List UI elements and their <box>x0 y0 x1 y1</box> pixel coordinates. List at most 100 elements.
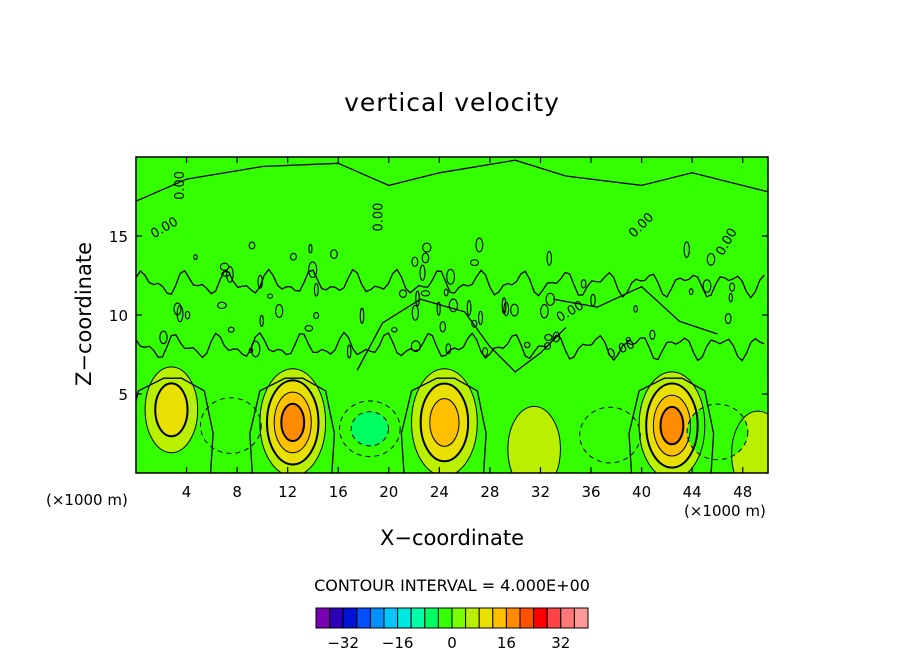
contour-island <box>330 249 338 260</box>
x-tick-label: 28 <box>480 483 499 501</box>
contour-island <box>543 342 552 350</box>
contour-island <box>359 307 365 324</box>
contour-island <box>221 271 231 277</box>
contour-island <box>415 290 420 307</box>
colorbar: −32 −16 0 16 32 <box>315 607 589 652</box>
contour-line <box>645 382 699 469</box>
colorbar-tick-label: 0 <box>447 634 457 652</box>
zero-contour-line <box>136 159 768 202</box>
colorbar-swatch <box>505 607 521 629</box>
colorbar-swatch <box>451 607 467 629</box>
colorbar-swatch <box>519 607 535 629</box>
contour-label: 0.00 <box>371 203 386 232</box>
contour-band <box>351 411 389 446</box>
contour-interval-label: CONTOUR INTERVAL = 4.000E+00 <box>314 576 590 595</box>
contour-island <box>422 242 432 253</box>
contour-band <box>660 406 684 445</box>
colorbar-swatch <box>369 607 385 629</box>
contour-island <box>728 292 733 303</box>
contour-island <box>439 321 447 333</box>
contour-island <box>545 292 556 306</box>
contour-island <box>216 301 227 310</box>
zero-contour-line <box>136 377 214 473</box>
x-tick-label: 4 <box>182 483 192 501</box>
x-tick-label: 48 <box>733 483 752 501</box>
x-tick-label: 36 <box>581 483 600 501</box>
contour-island <box>729 282 736 292</box>
contour-island <box>248 347 254 354</box>
x-unit-label-right: (×1000 m) <box>684 502 766 520</box>
contour-island <box>304 324 314 332</box>
contour-island <box>466 299 472 316</box>
contour-island <box>649 329 656 340</box>
colorbar-swatch <box>342 607 358 629</box>
x-tick-label: 12 <box>278 483 297 501</box>
contour-island <box>250 340 261 358</box>
contour-line <box>638 371 706 473</box>
contour-line <box>731 410 768 473</box>
contour-line <box>199 397 262 454</box>
contour-island <box>308 244 313 254</box>
contour-island <box>469 259 480 267</box>
contour-island <box>475 237 484 253</box>
contour-label: 0.00 <box>173 171 188 200</box>
contour-island <box>275 303 284 318</box>
contour-line <box>411 368 478 473</box>
colorbar-tick-label: 16 <box>497 634 516 652</box>
zero-contour-line <box>356 298 567 373</box>
contour-island <box>443 288 449 297</box>
zero-contour-line <box>136 268 765 299</box>
x-axis-label: X−coordinate <box>380 526 524 550</box>
contour-line <box>686 403 749 461</box>
contour-island <box>503 301 510 317</box>
colorbar-swatch <box>356 607 371 629</box>
contour-band <box>281 403 305 442</box>
contour-island <box>501 297 507 315</box>
contour-island <box>267 293 274 299</box>
contour-island <box>546 250 553 266</box>
x-tick-label: 32 <box>531 483 550 501</box>
contour-island <box>410 340 421 353</box>
contour-island <box>544 333 553 342</box>
contour-island <box>411 256 419 267</box>
zero-contour-line <box>552 285 718 335</box>
contour-island <box>540 303 549 319</box>
x-tick-label: 44 <box>683 483 702 501</box>
colorbar-swatch <box>546 607 562 629</box>
contour-band <box>579 407 641 463</box>
contour-island <box>259 314 264 328</box>
x-ticks: 4 8 12 16 20 24 28 32 36 40 44 48 <box>182 157 752 501</box>
colorbar-swatch <box>437 607 453 629</box>
colorbar-swatch <box>315 607 331 629</box>
zero-contour-line <box>400 377 487 473</box>
contour-line <box>659 405 685 446</box>
contour-line <box>144 366 199 454</box>
colorbar-swatch <box>573 607 589 629</box>
colorbar-swatch <box>478 607 494 629</box>
contour-island <box>445 343 452 355</box>
contour-island <box>226 266 234 283</box>
contour-island <box>625 336 631 342</box>
contour-island <box>552 331 561 343</box>
x-tick-label: 8 <box>232 483 242 501</box>
contour-band <box>429 398 460 447</box>
contour-island <box>523 341 531 349</box>
contour-line <box>419 382 470 463</box>
y-tick-label: 15 <box>109 228 128 246</box>
colorbar-tick-label: −32 <box>327 634 359 652</box>
contour-island <box>420 290 431 297</box>
contour-island <box>289 252 297 261</box>
contour-band <box>200 397 262 454</box>
colorbar-swatch <box>533 607 548 629</box>
contour-island <box>482 347 489 357</box>
contour-line <box>154 382 189 438</box>
contour-island <box>471 319 478 328</box>
x-tick-label: 40 <box>632 483 651 501</box>
contour-island <box>702 279 712 293</box>
colorbar-swatch <box>397 607 412 629</box>
contour-island <box>227 326 235 333</box>
x-unit-label-left: (×1000 m) <box>46 491 128 509</box>
contour-island <box>419 264 426 281</box>
colorbar-swatch <box>329 607 344 629</box>
contour-island <box>159 330 168 345</box>
